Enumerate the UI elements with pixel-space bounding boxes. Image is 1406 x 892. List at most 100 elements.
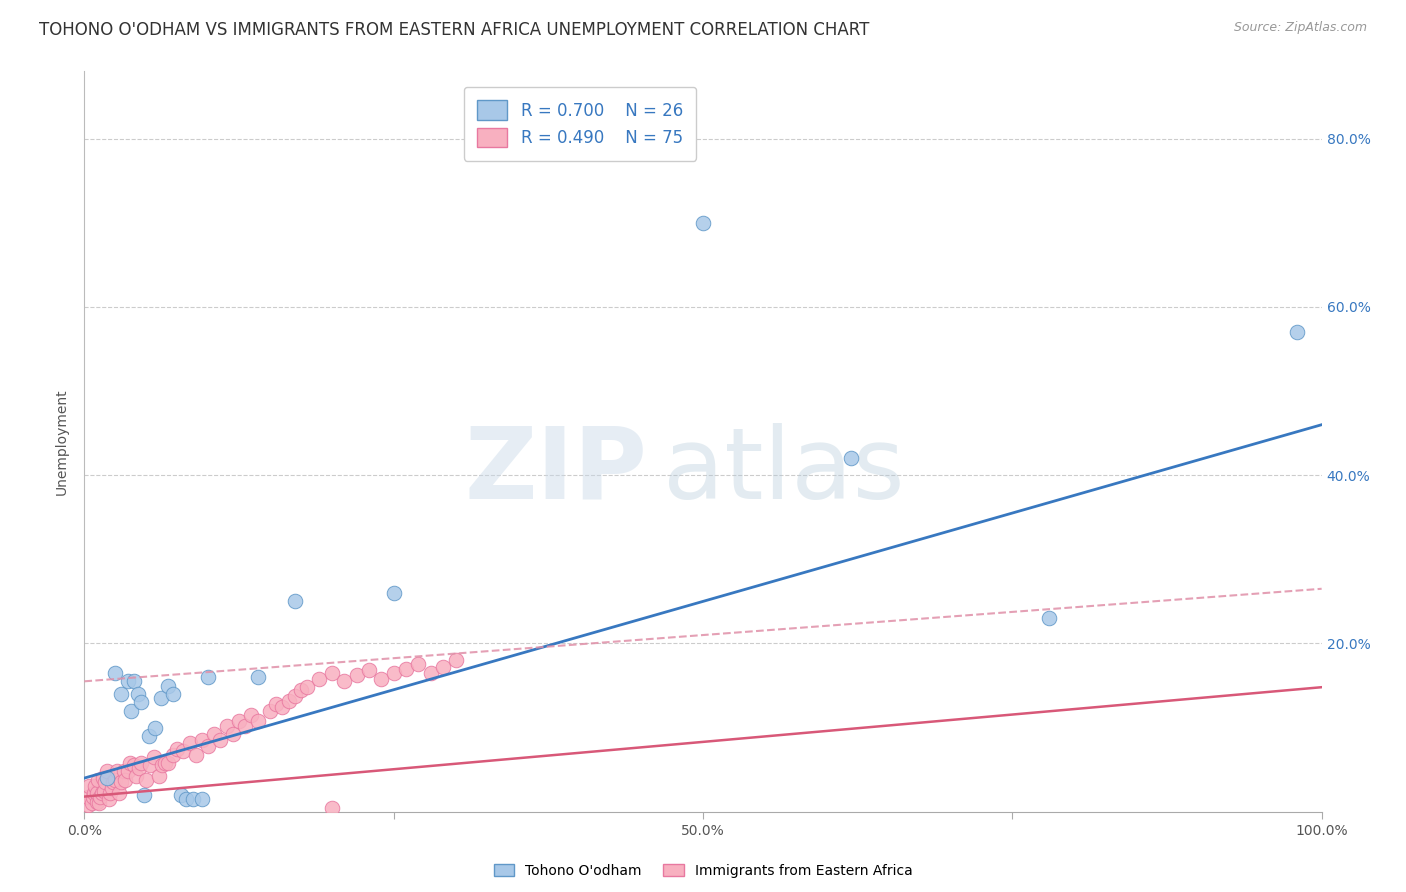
Point xyxy=(150,691,173,706)
Point xyxy=(321,665,343,680)
Point xyxy=(117,674,139,689)
Point xyxy=(129,695,152,709)
Point xyxy=(122,758,145,772)
Point xyxy=(172,744,194,758)
Point xyxy=(382,665,405,680)
Point xyxy=(91,771,114,785)
Point xyxy=(98,786,121,800)
Point xyxy=(89,797,111,811)
Point xyxy=(692,216,714,230)
Point xyxy=(100,781,122,796)
Point xyxy=(148,769,170,783)
Text: TOHONO O'ODHAM VS IMMIGRANTS FROM EASTERN AFRICA UNEMPLOYMENT CORRELATION CHART: TOHONO O'ODHAM VS IMMIGRANTS FROM EASTER… xyxy=(39,21,870,38)
Point xyxy=(408,657,430,672)
Legend: Tohono O'odham, Immigrants from Eastern Africa: Tohono O'odham, Immigrants from Eastern … xyxy=(488,858,918,883)
Point xyxy=(90,786,112,800)
Point xyxy=(128,761,150,775)
Point xyxy=(197,670,219,684)
Point xyxy=(228,714,250,728)
Point xyxy=(1285,325,1308,339)
Point xyxy=(120,756,142,770)
Point xyxy=(101,775,124,789)
Point xyxy=(157,756,180,770)
Point xyxy=(382,586,405,600)
Point xyxy=(346,668,368,682)
Point xyxy=(84,780,107,794)
Point xyxy=(1038,611,1060,625)
Point xyxy=(112,764,135,779)
Point xyxy=(142,750,165,764)
Point xyxy=(170,788,193,802)
Y-axis label: Unemployment: Unemployment xyxy=(55,388,69,495)
Point xyxy=(108,786,131,800)
Point xyxy=(841,451,863,466)
Point xyxy=(80,797,103,811)
Point xyxy=(295,680,318,694)
Point xyxy=(117,764,139,779)
Text: atlas: atlas xyxy=(664,423,905,520)
Text: Source: ZipAtlas.com: Source: ZipAtlas.com xyxy=(1233,21,1367,34)
Point xyxy=(209,733,232,747)
Point xyxy=(89,789,111,804)
Point xyxy=(264,697,287,711)
Point xyxy=(150,758,173,772)
Point xyxy=(114,772,136,787)
Point xyxy=(333,674,356,689)
Point xyxy=(240,708,263,723)
Legend: R = 0.700    N = 26, R = 0.490    N = 75: R = 0.700 N = 26, R = 0.490 N = 75 xyxy=(464,87,696,161)
Point xyxy=(419,665,441,680)
Point xyxy=(184,747,207,762)
Point xyxy=(86,795,108,809)
Point xyxy=(222,727,245,741)
Point xyxy=(174,792,197,806)
Point xyxy=(77,789,100,804)
Point xyxy=(125,769,148,783)
Point xyxy=(93,783,115,797)
Point xyxy=(83,786,105,800)
Point xyxy=(179,736,201,750)
Point xyxy=(120,704,142,718)
Point xyxy=(202,727,225,741)
Point xyxy=(191,792,214,806)
Point xyxy=(94,775,117,789)
Point xyxy=(290,682,312,697)
Point xyxy=(135,772,157,787)
Point xyxy=(233,719,256,733)
Point xyxy=(191,733,214,747)
Point xyxy=(132,788,155,802)
Point xyxy=(79,780,101,794)
Point xyxy=(143,721,166,735)
Point xyxy=(110,687,132,701)
Point xyxy=(98,792,121,806)
Text: ZIP: ZIP xyxy=(464,423,647,520)
Point xyxy=(181,792,204,806)
Point xyxy=(153,756,176,770)
Point xyxy=(86,786,108,800)
Point xyxy=(215,719,238,733)
Point xyxy=(110,775,132,789)
Point xyxy=(82,789,104,804)
Point xyxy=(166,741,188,756)
Point xyxy=(432,660,454,674)
Point xyxy=(104,665,127,680)
Point xyxy=(162,687,184,701)
Point xyxy=(284,594,307,608)
Point xyxy=(96,771,118,785)
Point xyxy=(96,764,118,779)
Point xyxy=(127,687,149,701)
Point xyxy=(77,797,100,812)
Point xyxy=(138,729,160,743)
Point xyxy=(284,689,307,703)
Point xyxy=(259,704,281,718)
Point xyxy=(246,670,269,684)
Point xyxy=(308,672,330,686)
Point xyxy=(321,800,343,814)
Point xyxy=(271,699,294,714)
Point xyxy=(162,747,184,762)
Point xyxy=(246,714,269,728)
Point xyxy=(444,653,467,667)
Point xyxy=(129,756,152,770)
Point xyxy=(139,758,162,772)
Point xyxy=(87,772,110,787)
Point xyxy=(395,662,418,676)
